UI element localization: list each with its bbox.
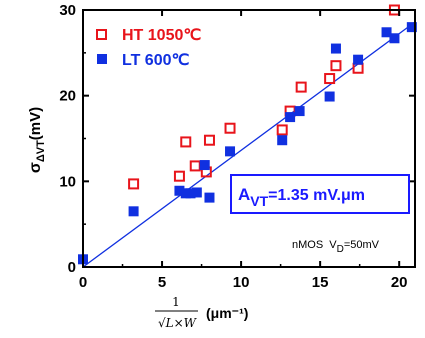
ht-point-2: [180, 136, 192, 148]
ht-point-12: [352, 62, 364, 74]
x-tick-label: 15: [312, 274, 329, 291]
ht-point-9: [295, 81, 307, 93]
ht-point-6: [224, 122, 236, 134]
condition-note: nMOS VD=50mV: [292, 239, 380, 255]
lt-point-12: [324, 91, 335, 102]
lt-point-13: [330, 43, 341, 54]
x-label-unit: (μm⁻¹): [206, 305, 248, 321]
x-label-numerator: 1: [172, 295, 180, 309]
y-tick-label: 20: [59, 88, 76, 105]
lt-point-8: [225, 146, 236, 157]
lt-point-7: [204, 192, 215, 203]
lt-point-10: [285, 112, 296, 123]
ht-point-0: [128, 178, 140, 190]
lt-point-9: [277, 135, 288, 146]
x-label-denominator: √L×W: [158, 316, 198, 330]
lt-point-5: [191, 187, 202, 198]
ht-point-3: [189, 160, 201, 172]
x-axis-label: 1 √L×W (μm⁻¹): [155, 295, 248, 330]
lt-point-4: [185, 188, 196, 199]
ht-point-10: [324, 73, 336, 85]
lt-point-6: [199, 160, 210, 171]
avt-annotation: AVT=1.35 mV.μm: [230, 174, 410, 214]
x-tick-label: 20: [391, 274, 408, 291]
y-tick-label: 10: [59, 173, 76, 190]
ht-point-5: [203, 134, 215, 146]
legend: HT 1050℃ LT 600℃: [96, 27, 201, 69]
avt-label: AVT=1.35 mV.μm: [238, 185, 365, 209]
x-tick-label: 5: [158, 274, 166, 291]
lt-point-14: [353, 54, 364, 65]
lt-point-1: [128, 206, 139, 217]
lt-point-11: [294, 106, 305, 117]
y-tick-label: 0: [68, 259, 76, 276]
lt-point-16: [389, 33, 400, 44]
x-tick-label: 10: [233, 274, 250, 291]
ht-point-11: [330, 60, 342, 72]
plot-frame: [82, 9, 416, 268]
avt-box: [230, 174, 410, 214]
lt-point-17: [406, 22, 417, 33]
legend-label-lt: LT 600℃: [122, 52, 190, 69]
lt-point-15: [381, 27, 392, 38]
y-tick-label: 30: [59, 2, 76, 19]
legend-marker-ht: [96, 29, 107, 40]
legend-marker-lt: [97, 54, 107, 64]
legend-label-ht: HT 1050℃: [122, 27, 201, 44]
ht-point-7: [276, 124, 288, 136]
y-axis-label: σΔVT(mV): [27, 107, 47, 173]
x-tick-label: 0: [79, 274, 87, 291]
lt-point-2: [174, 185, 185, 196]
ht-point-1: [173, 170, 185, 182]
